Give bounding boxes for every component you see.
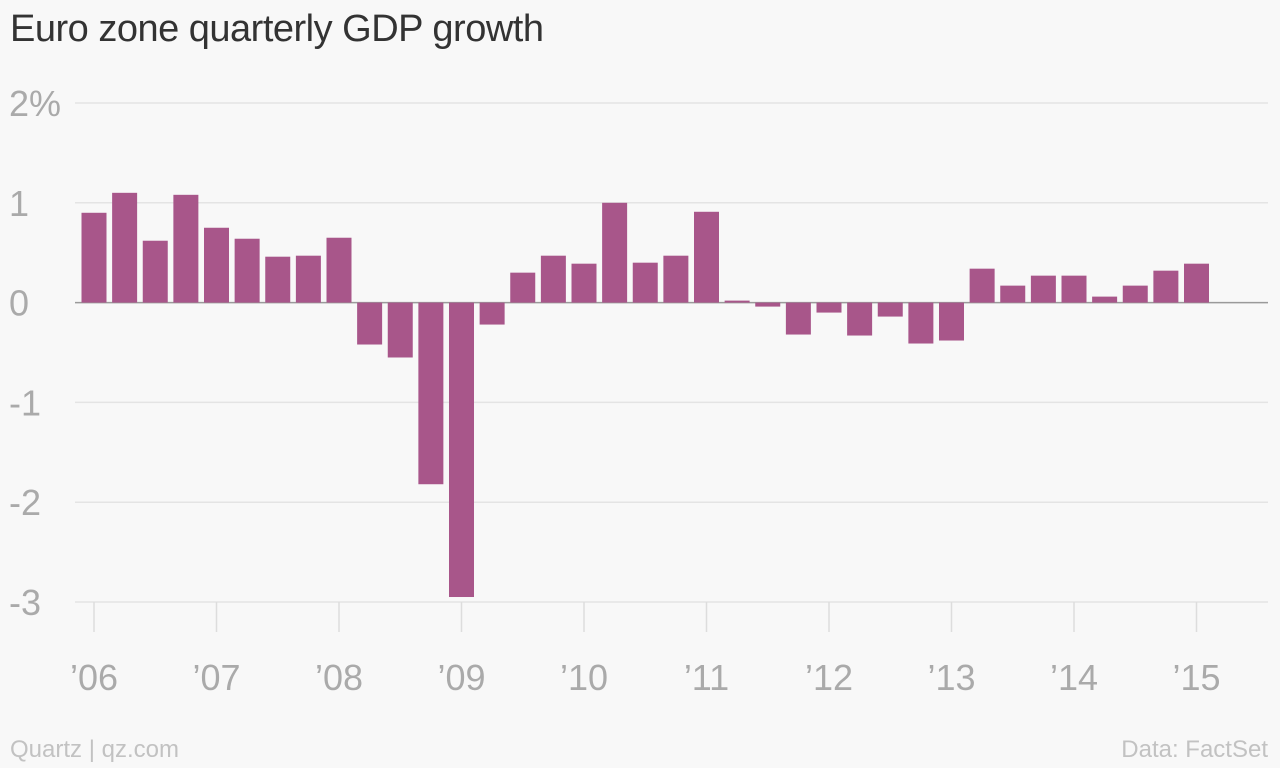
bar bbox=[112, 192, 138, 303]
bar bbox=[694, 211, 719, 303]
x-tick-label: ’09 bbox=[437, 657, 485, 698]
bar bbox=[142, 240, 168, 303]
bar bbox=[1184, 263, 1209, 303]
bar bbox=[234, 238, 260, 303]
x-tick-label: ’10 bbox=[560, 657, 608, 698]
x-tick-label: ’14 bbox=[1050, 657, 1098, 698]
y-tick-label: -3 bbox=[9, 582, 41, 623]
bar bbox=[571, 263, 597, 303]
bar bbox=[1122, 285, 1148, 303]
bar bbox=[204, 227, 229, 303]
bar bbox=[755, 302, 781, 307]
bar bbox=[602, 202, 628, 303]
bar bbox=[969, 268, 995, 303]
bar bbox=[816, 302, 842, 313]
bar bbox=[357, 302, 383, 345]
bar bbox=[449, 302, 474, 598]
bar bbox=[510, 272, 536, 303]
gridlines bbox=[75, 102, 1268, 603]
bar bbox=[295, 255, 321, 303]
bar bbox=[908, 302, 934, 344]
footer-source-left: Quartz | qz.com bbox=[10, 736, 179, 763]
x-tick-label: ’15 bbox=[1172, 657, 1220, 698]
x-tick-label: ’07 bbox=[192, 657, 240, 698]
x-tick-label: ’11 bbox=[684, 657, 729, 698]
y-tick-label: -2 bbox=[9, 482, 41, 523]
bar bbox=[847, 302, 873, 336]
bar bbox=[1092, 296, 1118, 303]
y-tick-label: 0 bbox=[9, 283, 29, 324]
footer-source-right: Data: FactSet bbox=[1121, 736, 1268, 763]
bar bbox=[785, 302, 811, 335]
y-axis-ticks: 2% 1 0 -1 -2 -3 bbox=[9, 83, 61, 623]
bar bbox=[265, 256, 291, 303]
y-tick-label: -1 bbox=[9, 382, 41, 423]
y-tick-label: 2% bbox=[9, 83, 61, 124]
bar bbox=[173, 194, 199, 303]
bar bbox=[939, 302, 964, 341]
x-tick-label: ’12 bbox=[805, 657, 853, 698]
bar bbox=[387, 302, 413, 358]
x-axis-ticks: ’06 ’07 ’08 ’09 ’10 ’11 ’12 ’13 ’14 ’15 bbox=[70, 602, 1221, 698]
bar bbox=[1061, 275, 1087, 303]
x-tick-label: ’13 bbox=[927, 657, 975, 698]
bar bbox=[540, 255, 566, 303]
bar bbox=[724, 300, 750, 303]
bar bbox=[877, 302, 903, 317]
chart-title: Euro zone quarterly GDP growth bbox=[10, 8, 544, 50]
bar bbox=[663, 255, 689, 303]
bar bbox=[1153, 270, 1179, 303]
x-tick-label: ’06 bbox=[70, 657, 118, 698]
bar bbox=[632, 262, 658, 303]
bar bbox=[81, 212, 107, 303]
bars bbox=[81, 192, 1209, 598]
bar bbox=[326, 237, 352, 303]
bar bbox=[1000, 285, 1026, 303]
y-tick-label: 1 bbox=[9, 183, 29, 224]
bar bbox=[418, 302, 444, 485]
bar bbox=[479, 302, 505, 325]
x-tick-label: ’08 bbox=[315, 657, 363, 698]
bar bbox=[1030, 275, 1056, 303]
